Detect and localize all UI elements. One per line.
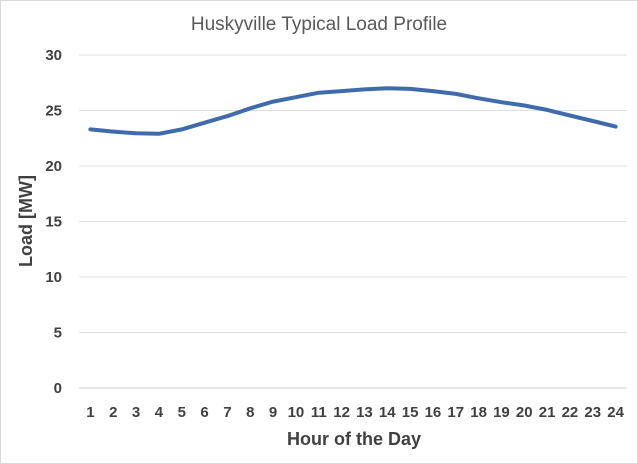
x-tick-label: 13 [356, 404, 373, 421]
y-tick-label: 30 [45, 47, 62, 64]
x-tick-label: 24 [607, 404, 624, 421]
x-tick-label: 11 [311, 404, 327, 421]
x-tick-label: 3 [132, 404, 140, 421]
x-tick-label: 12 [333, 404, 350, 421]
x-tick-label: 14 [379, 404, 396, 421]
y-tick-label: 15 [45, 214, 62, 231]
chart-title: Huskyville Typical Load Profile [191, 14, 447, 35]
y-tick-label: 5 [54, 325, 62, 342]
x-tick-label: 2 [109, 404, 117, 421]
x-tick-label: 6 [200, 404, 208, 421]
x-tick-label: 8 [246, 404, 254, 421]
y-axis-title: Load [MW] [16, 175, 36, 267]
x-tick-label: 1 [86, 404, 94, 421]
x-tick-label: 5 [178, 404, 186, 421]
x-tick-label: 18 [470, 404, 487, 421]
series-line [88, 86, 618, 136]
series-layer [88, 86, 618, 136]
y-tick-label: 10 [45, 269, 62, 286]
x-tick-label: 4 [155, 404, 164, 421]
x-axis-title: Hour of the Day [287, 429, 421, 449]
x-axis-ticks: 1 2 3 4 5 6 7 8 9 10 11 12 13 14 15 16 17 18 19 20 21 22 23 24 [86, 404, 624, 421]
y-tick-label: 25 [45, 103, 62, 120]
x-tick-label: 22 [562, 404, 579, 421]
y-tick-label: 0 [54, 380, 62, 397]
x-tick-label: 17 [447, 404, 464, 421]
x-tick-label: 10 [288, 404, 305, 421]
x-tick-label: 16 [425, 404, 442, 421]
y-tick-label: 20 [45, 158, 62, 175]
x-tick-label: 19 [493, 404, 510, 421]
x-tick-label: 23 [584, 404, 601, 421]
y-axis-ticks: 0 5 10 15 20 25 30 [45, 47, 62, 397]
x-tick-label: 7 [223, 404, 231, 421]
x-tick-label: 20 [516, 404, 533, 421]
x-tick-label: 21 [539, 404, 556, 421]
x-tick-label: 15 [402, 404, 419, 421]
gridlines [79, 54, 627, 389]
x-tick-label: 9 [269, 404, 277, 421]
